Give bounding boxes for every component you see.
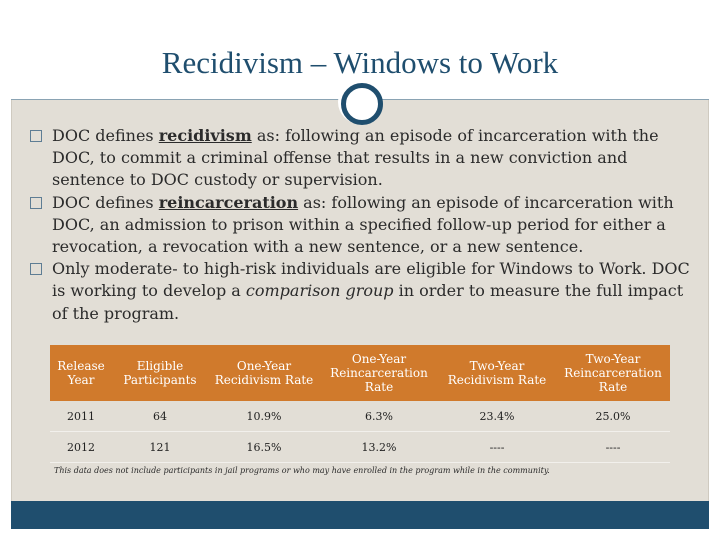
term-recidivism: recidivism [158, 126, 252, 145]
header-one-year-reincarceration: One-Year Reincarceration Rate [330, 352, 428, 394]
bullet-list: DOC defines recidivism as: following an … [30, 125, 690, 325]
table-cell: 10.9% [208, 401, 320, 432]
table-cell: 2012 [50, 431, 112, 463]
table-row: 2012 121 16.5% 13.2% ---- ---- [50, 431, 670, 463]
recidivism-table: Release Year Eligible Participants One-Y… [50, 345, 670, 463]
term-reincarceration: reincarceration [158, 192, 299, 212]
term-comparison-group: comparison group [245, 281, 394, 301]
bullet-text: DOC defines [52, 126, 159, 145]
bullet-recidivism: DOC defines recidivism as: following an … [30, 125, 690, 192]
bullet-eligibility: Only moderate- to high-risk individuals … [30, 258, 690, 325]
table-cell: 2011 [50, 401, 112, 432]
table-cell: 25.0% [556, 401, 670, 432]
header-release-year: Release Year [57, 359, 105, 387]
table-cell: 121 [112, 431, 208, 463]
footer-bar [11, 501, 709, 529]
table-cell: 64 [112, 401, 208, 432]
header-two-year-recidivism: Two-Year Recidivism Rate [447, 359, 547, 387]
bullet-reincarceration: DOC defines reincarceration as: followin… [30, 192, 690, 259]
checkbox-bullet-icon [30, 130, 42, 142]
table-row: 2011 64 10.9% 6.3% 23.4% 25.0% [50, 401, 670, 432]
bullet-text: as: following an episode of incarceratio… [52, 192, 674, 257]
bullet-text: DOC defines [52, 192, 159, 212]
header-two-year-reincarceration: Two-Year Reincarceration Rate [564, 352, 662, 394]
header-one-year-recidivism: One-Year Recidivism Rate [214, 359, 314, 387]
checkbox-bullet-icon [30, 263, 42, 276]
checkbox-bullet-icon [30, 196, 42, 209]
table-footnote: This data does not include participants … [54, 466, 550, 475]
table-cell: 16.5% [208, 431, 320, 463]
slide-title: Recidivism – Windows to Work [161, 45, 559, 80]
table-cell: ---- [556, 431, 670, 463]
table-cell: 13.2% [320, 431, 438, 463]
circle-ornament-icon [341, 83, 383, 125]
bullet-text: as: following an episode of incarceratio… [52, 126, 659, 190]
table-cell: ---- [438, 431, 556, 463]
bullet-text: in order to measure the full impact of t… [52, 281, 684, 323]
table-cell: 23.4% [438, 401, 556, 432]
table-cell: 6.3% [320, 401, 438, 432]
header-eligible-participants: Eligible Participants [123, 359, 197, 387]
bullet-text: Only moderate- to high-risk individuals … [52, 259, 690, 301]
table-header-row: Release Year Eligible Participants One-Y… [50, 345, 670, 401]
